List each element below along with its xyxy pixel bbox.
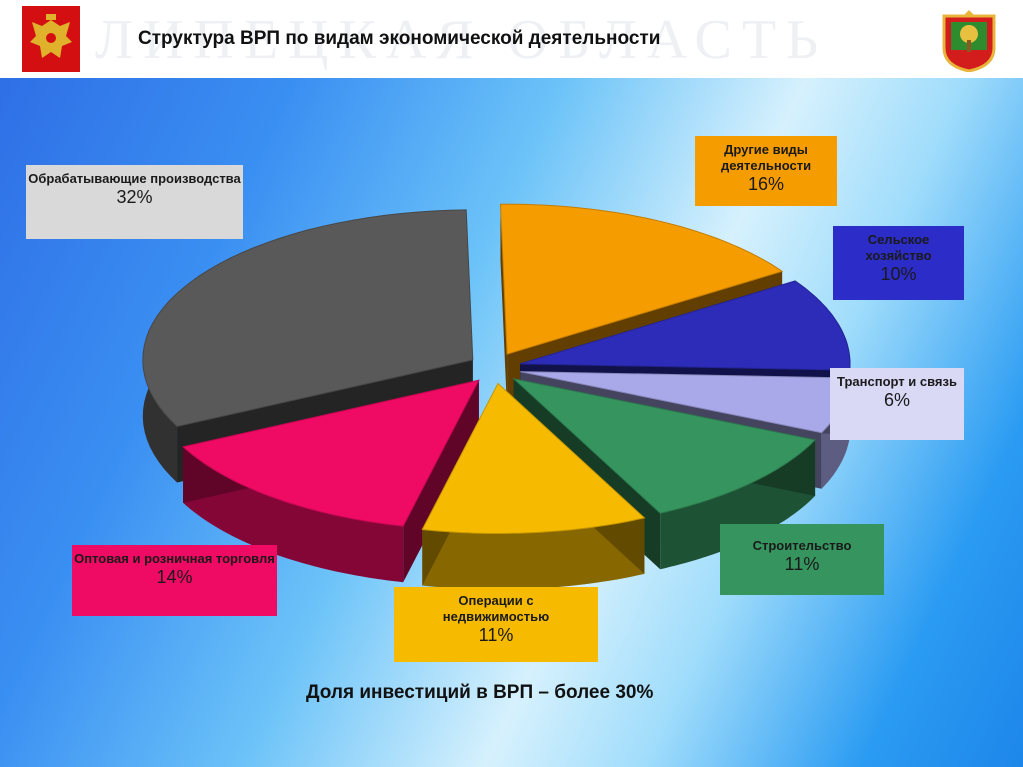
label-other: Другие виды деятельности 16% — [695, 136, 837, 206]
lipetsk-coat-of-arms-icon — [942, 10, 996, 72]
pie-slice-side-trade — [183, 446, 404, 583]
gdp-structure-pie-chart — [142, 203, 851, 590]
pie-slice-manufacturing — [142, 209, 474, 428]
label-construction-value: 11% — [784, 554, 820, 574]
label-manufacturing-value: 32% — [116, 187, 153, 207]
label-transport-value: 6% — [883, 390, 910, 410]
label-manufacturing: Обрабатывающие производства 32% — [26, 165, 243, 239]
label-agriculture-value: 10% — [880, 264, 917, 284]
label-real-estate-name: Операции с недвижимостью — [442, 593, 550, 624]
pie-slice-agriculture — [519, 280, 851, 371]
investment-note: Доля инвестиций в ВРП – более 30% — [306, 682, 654, 703]
label-trade-name: Оптовая и розничная торговля — [74, 551, 275, 566]
label-agriculture: Сельское хозяйство 10% — [833, 226, 964, 300]
label-trade: Оптовая и розничная торговля 14% — [72, 545, 277, 616]
russia-coat-of-arms-icon — [22, 6, 80, 72]
pie-slice-face-other-0 — [500, 204, 508, 411]
label-construction: Строительство 11% — [720, 524, 884, 595]
label-transport: Транспорт и связь 6% — [830, 368, 964, 440]
label-other-name: Другие виды деятельности — [720, 142, 812, 173]
label-construction-name: Строительство — [752, 538, 852, 553]
pie-slice-real-estate — [421, 382, 646, 534]
label-real-estate: Операции с недвижимостью 11% — [394, 587, 598, 662]
pie-slice-trade — [182, 379, 480, 527]
region-watermark: ЛИПЕЦКАЯ ОБЛАСТЬ — [95, 9, 829, 71]
label-manufacturing-name: Обрабатывающие производства — [28, 171, 241, 186]
chart-area: Обрабатывающие производства 32% Другие в… — [0, 78, 1023, 767]
slide-header: ЛИПЕЦКАЯ ОБЛАСТЬ Структура ВРП по видам … — [0, 0, 1023, 78]
label-trade-value: 14% — [156, 567, 193, 587]
label-agriculture-name: Сельское хозяйство — [865, 232, 932, 263]
pie-slice-side-real-estate — [422, 517, 645, 590]
pie-slice-construction — [512, 377, 817, 514]
pie-slice-other — [499, 203, 784, 355]
label-transport-name: Транспорт и связь — [837, 374, 957, 389]
label-real-estate-value: 11% — [478, 625, 514, 645]
slide-title: Структура ВРП по видам экономической дея… — [138, 28, 661, 49]
label-other-value: 16% — [747, 174, 785, 194]
